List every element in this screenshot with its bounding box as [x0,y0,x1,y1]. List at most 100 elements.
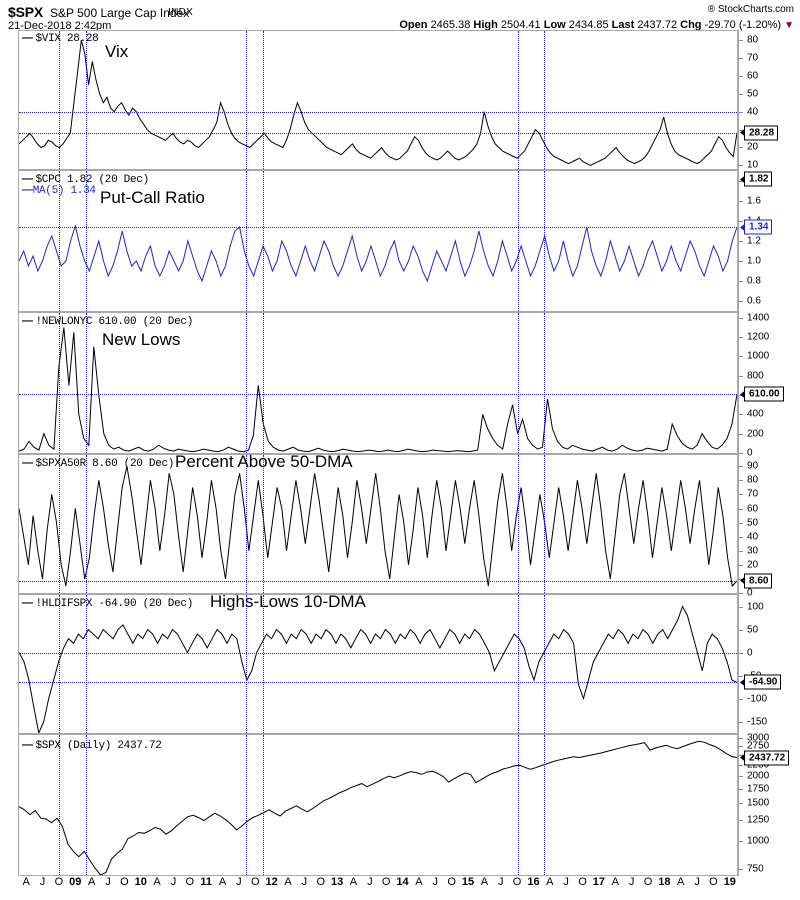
reference-vline [59,455,60,593]
y-tick-mark [739,261,743,262]
reference-vline [59,735,60,875]
y-tick-mark [739,375,743,377]
date-axis-month: J [694,876,700,888]
reference-vline [518,171,519,311]
date-axis-month: A [546,876,554,888]
date-axis-month: A [415,876,423,888]
y-tick-label: -150 [747,716,768,727]
data-series-line [19,40,737,165]
reference-vline [263,735,264,875]
y-tick-label: 3000 [747,732,770,744]
date-axis-month: O [316,876,325,888]
reference-vline [263,31,264,169]
panel-spxa50r: — $SPXA50R 8.60 (20 Dec) [18,454,738,594]
y-tick-mark [739,803,743,805]
value-flag-cpc: 1.82 [739,171,773,187]
quote-datetime: 21-Dec-2018 2:42pm [8,20,112,32]
y-tick-mark [739,57,743,59]
y-tick-label: 60 [747,70,759,82]
y-tick-label: 1000 [747,835,770,847]
reference-vline [59,171,60,311]
y-tick-mark [739,147,743,149]
y-tick-label: 0.6 [747,295,761,307]
legend-line-swatch: — [22,315,36,327]
reference-vline [544,455,545,593]
date-axis-month: A [284,876,292,888]
date-axis-month: A [611,876,619,888]
y-tick-mark [739,165,743,167]
value-flag-newlows: 610.00 [740,386,784,402]
date-axis-year: 10 [134,876,147,888]
y-tick-mark [739,221,743,222]
y-tick-mark [739,337,743,339]
legend-text: $SPX (Daily) 2437.72 [35,740,162,752]
legend-text: !HLDIFSPX -64.90 (20 Dec) [35,598,193,610]
y-tick-mark [739,39,743,41]
reference-vline [59,313,60,453]
y-tick-mark [739,466,743,468]
date-axis-month: A [87,876,96,888]
y-tick-mark [739,652,743,654]
series-plot-spxa50r [19,455,737,593]
reference-vline [246,735,247,875]
y-tick-mark [739,721,743,723]
panel-annotation-hldifspx: Highs-Lows 10-DMA [210,592,366,611]
data-series-line [19,607,737,734]
y-tick-mark [739,536,743,538]
high-label: High [473,19,498,31]
date-axis-month: O [381,876,391,888]
date-axis-year: 19 [723,876,736,888]
date-axis-month: O [709,876,718,888]
y-tick-label: 0 [747,647,753,658]
reference-hline [19,394,737,396]
y-tick-label: 70 [747,488,759,500]
panel-legend-ma-cpc: —MA(5) 1.34 [22,184,96,197]
last-value: 2437.72 [637,19,678,31]
value-flag-spx: 2437.72 [739,750,790,766]
chg-value: -29.70 (-1.20%) [704,19,782,31]
panel-legend-vix: — $VIX 28.28 [22,32,99,45]
reference-vline [518,313,519,453]
y-tick-label: 90 [747,460,759,472]
y-tick-mark [739,820,743,822]
value-flag-hldifspx: -64.90 [739,674,782,690]
reference-vline [263,171,264,311]
date-axis-month: A [218,876,227,888]
y-tick-label: 50 [747,624,759,635]
y-tick-label: 750 [747,863,764,874]
reference-hline [19,580,737,582]
y-tick-label: 1500 [747,797,770,809]
reference-vline [544,31,545,169]
legend-ma-swatch: — [22,184,33,196]
y-tick-mark [739,356,743,358]
open-value: 2465.38 [430,19,471,31]
date-axis-month: O [512,876,522,888]
y-tick-label: 1750 [747,783,770,795]
panel-vix: — $VIX 28.28 [18,30,738,170]
y-axis-cpc: 1.81.61.41.21.00.80.6 [739,170,800,312]
reference-vline [263,313,264,453]
series-plot-newlows [19,313,737,453]
axis-line-newlows [738,312,739,454]
reference-hline [19,132,737,134]
panel-annotation-newlows: New Lows [102,330,181,349]
series-plot-hldifspx [19,595,737,733]
y-tick-mark [739,776,743,778]
y-tick-mark [739,746,743,748]
high-value: 2504.41 [500,19,541,31]
y-tick-mark [739,629,743,631]
date-axis-year: 09 [69,876,82,888]
reference-vline [544,595,545,733]
date-axis-year: 14 [396,876,409,888]
legend-ma-text: MA(5) 1.34 [32,185,96,197]
date-axis-month: O [643,876,653,888]
date-axis-month: A [153,876,161,888]
reference-hline [19,111,737,113]
y-tick-label: 70 [747,52,759,64]
reference-hline [19,227,737,228]
legend-line-swatch: — [22,597,36,609]
stockcharts-copyright: ® StockCharts.com [707,4,794,15]
low-label: Low [543,19,566,31]
